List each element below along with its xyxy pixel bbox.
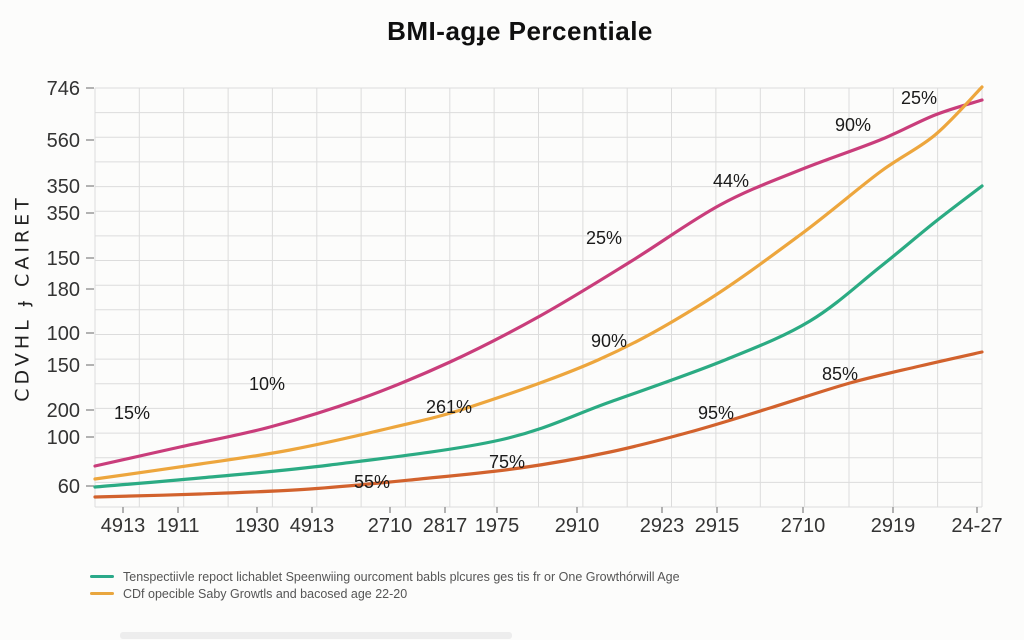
legend-swatch — [90, 574, 114, 579]
y-tick-label: 746 — [47, 78, 80, 100]
y-tick-label: 60 — [58, 476, 80, 498]
x-tick-label: 2817 — [423, 515, 468, 537]
percent-label: 85% — [822, 364, 858, 384]
percent-label: 44% — [713, 171, 749, 191]
percent-label: 15% — [114, 403, 150, 423]
legend-label: Tenspectiivle repoct lichablet Speenwiin… — [123, 569, 680, 584]
y-tick-label: 100 — [47, 427, 80, 449]
x-tick-label: 2923 — [640, 515, 685, 537]
y-tick-label: 150 — [47, 355, 80, 377]
series-line-teal-curve — [93, 184, 984, 489]
y-tick-label: 350 — [47, 176, 80, 198]
legend-item: CDf opecible Saby Growtls and bacosed ag… — [90, 585, 680, 602]
x-tick-label: 1930 — [235, 515, 280, 537]
series-line-red-orange-curve — [93, 350, 984, 499]
y-tick-label: 100 — [47, 323, 80, 345]
x-tick-label: 4913 — [101, 515, 146, 537]
x-tick-label: 2915 — [695, 515, 740, 537]
x-tick-label: 1975 — [475, 515, 520, 537]
x-tick-label: 2710 — [368, 515, 413, 537]
percent-label: 55% — [354, 472, 390, 492]
percent-label: 261% — [426, 397, 472, 417]
x-tick-label: 24-27 — [951, 515, 1002, 537]
x-tick-label: 1911 — [156, 515, 199, 537]
series-line-magenta-curve — [93, 98, 984, 468]
x-tick-label: 2910 — [555, 515, 600, 537]
y-tick-label: 350 — [47, 203, 80, 225]
percent-label: 25% — [901, 88, 937, 108]
chart-title: BMI-agɟe Percentiale — [387, 16, 653, 46]
y-tick-label: 560 — [47, 130, 80, 152]
chart-legend: Tenspectiivle repoct lichablet Speenwiin… — [90, 568, 680, 602]
y-tick-label: 200 — [47, 400, 80, 422]
legend-item: Tenspectiivle repoct lichablet Speenwiin… — [90, 568, 680, 585]
x-tick-label: 2919 — [871, 515, 916, 537]
percent-label: 90% — [835, 115, 871, 135]
y-tick-label: 150 — [47, 248, 80, 270]
legend-label: CDf opecible Saby Growtls and bacosed ag… — [123, 586, 408, 601]
legend-swatch — [90, 591, 114, 596]
bottom-scrollbar — [120, 632, 512, 639]
y-tick-label: 180 — [47, 279, 80, 301]
percent-label: 75% — [489, 452, 525, 472]
percent-label: 90% — [591, 331, 627, 351]
percent-label: 25% — [586, 228, 622, 248]
x-tick-label: 2710 — [781, 515, 826, 537]
percent-label: 10% — [249, 374, 285, 394]
percent-label: 95% — [698, 403, 734, 423]
series-line-gold-curve — [93, 85, 984, 481]
x-tick-label: 4913 — [290, 515, 335, 537]
